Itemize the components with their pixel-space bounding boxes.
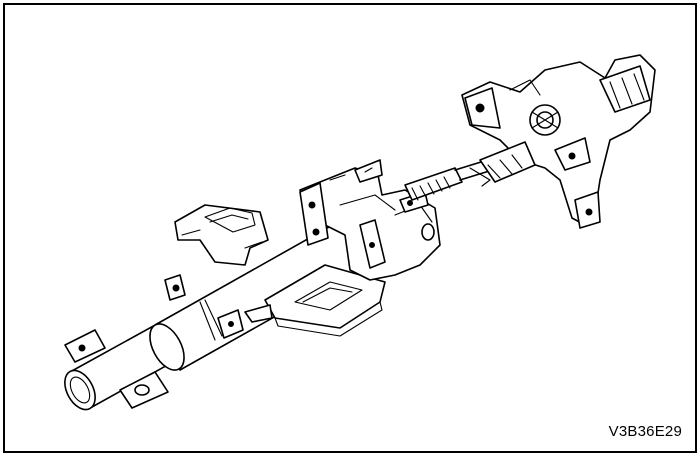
upper-mounting-bracket xyxy=(244,264,386,337)
figure-code: V3B36E29 xyxy=(608,423,682,440)
steering-column-tube xyxy=(64,217,373,411)
lower-mounting-bracket xyxy=(164,204,269,301)
lock-housing-assembly xyxy=(461,54,656,229)
